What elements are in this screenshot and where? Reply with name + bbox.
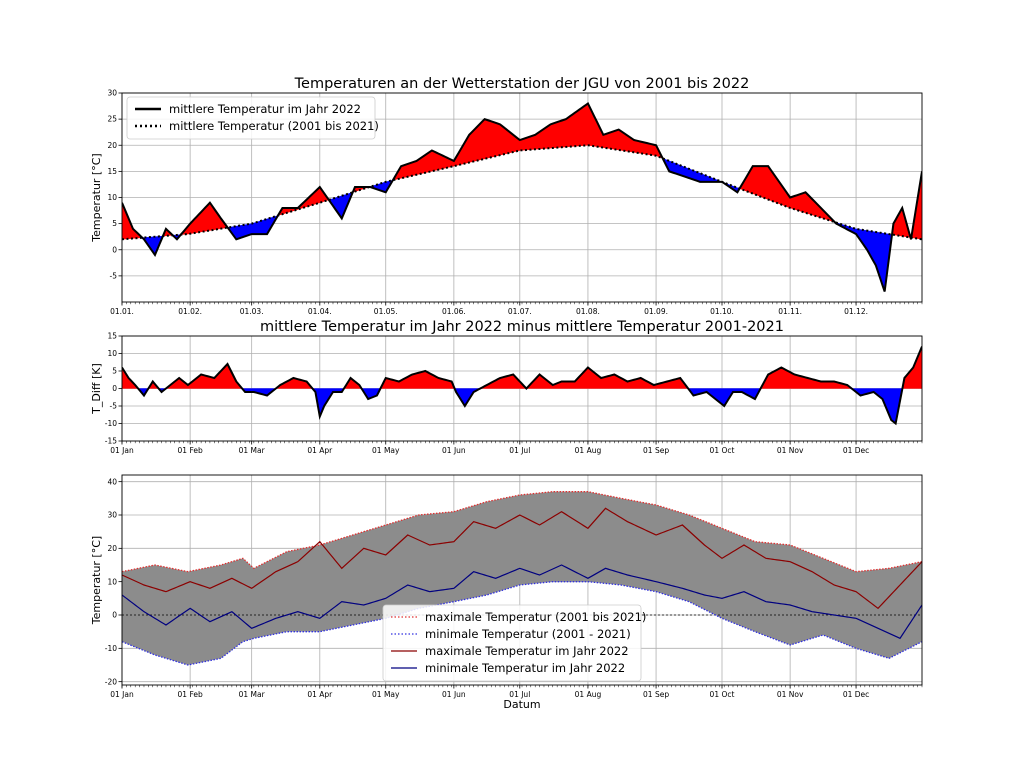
y-tick-label: 20 <box>107 141 117 150</box>
y-tick-label: -10 <box>105 644 117 653</box>
x-tick-label: 01 Oct <box>710 446 735 455</box>
x-tick-label: 01.03. <box>240 307 264 316</box>
x-tick-label: 01 Jan <box>110 690 134 699</box>
y-tick-label: -20 <box>105 677 117 686</box>
y-tick-label: -5 <box>110 271 118 280</box>
y-tick-label: 5 <box>112 367 117 376</box>
x-tick-label: 01 Sep <box>643 690 669 699</box>
y-tick-label: 40 <box>107 477 117 486</box>
panel-temperature-difference: 01 Jan 01 Feb 01 Mar 01 Apr 01 May 01 Jun 01 J… <box>90 319 923 455</box>
series-line-2 <box>122 507 922 610</box>
legend-box <box>126 96 376 140</box>
legend-label: minimale Temperatur im Jahr 2022 <box>425 661 625 675</box>
y-tick-label: 15 <box>107 167 117 176</box>
x-tick-label: 01 Apr <box>307 690 333 699</box>
y-tick-label: 0 <box>112 384 117 393</box>
y-tick-label: 25 <box>107 115 117 124</box>
legend-label: minimale Temperatur (2001 - 2021) <box>425 627 631 641</box>
x-tick-label: 01 Aug <box>575 446 602 455</box>
x-tick-label: 01.12. <box>844 307 868 316</box>
x-tick-label: 01 Jun <box>442 690 466 699</box>
x-tick-label: 01.09. <box>644 307 668 316</box>
x-tick-label: 01.06. <box>442 307 466 316</box>
x-tick-label: 01 Feb <box>178 446 203 455</box>
x-tick-label: 01 Dec <box>843 446 869 455</box>
chart-title: Temperaturen an der Wetterstation der JG… <box>294 76 750 92</box>
x-tick-label: 01 Sep <box>643 446 669 455</box>
y-tick-label: 10 <box>107 193 117 202</box>
plot-content <box>122 101 922 292</box>
y-tick-label: 10 <box>107 349 117 358</box>
legend-label: maximale Temperatur (2001 bis 2021) <box>425 610 646 624</box>
x-tick-label: 01.04. <box>308 307 332 316</box>
x-tick-label: 01 Aug <box>575 690 602 699</box>
x-tick-label: 01 Mar <box>239 446 266 455</box>
series-line-2022 <box>122 101 922 292</box>
y-tick-label: 20 <box>107 544 117 553</box>
x-tick-label: 01 May <box>372 446 400 455</box>
x-tick-label: 01 Jun <box>442 446 466 455</box>
series-line-0 <box>122 491 922 573</box>
legend-label: mittlere Temperatur im Jahr 2022 <box>169 102 361 116</box>
range-band <box>122 491 922 665</box>
y-tick-label: 0 <box>112 611 117 620</box>
x-tick-label: 01.01. <box>110 307 134 316</box>
x-tick-label: 01 Feb <box>178 690 203 699</box>
plot-content <box>122 346 922 426</box>
y-tick-label: 0 <box>112 245 117 254</box>
x-tick-label: 01 Mar <box>239 690 266 699</box>
y-tick-label: 30 <box>107 89 117 98</box>
legend-label: maximale Temperatur im Jahr 2022 <box>425 644 629 658</box>
y-tick-label: -5 <box>110 402 118 411</box>
y-tick-label: 30 <box>107 511 117 520</box>
x-tick-label: 01.10. <box>710 307 734 316</box>
x-tick-label: 01 Nov <box>777 446 804 455</box>
legend-label: mittlere Temperatur (2001 bis 2021) <box>169 119 379 133</box>
chart-title: mittlere Temperatur im Jahr 2022 minus m… <box>260 319 784 335</box>
x-tick-label: 01 Jan <box>110 446 134 455</box>
y-axis-label: Temperatur [°C] <box>90 153 103 242</box>
plot-content <box>122 491 922 666</box>
y-tick-label: -15 <box>105 437 117 446</box>
x-axis-label: Datum <box>503 698 540 711</box>
y-tick-label: -10 <box>105 419 117 428</box>
x-tick-label: 01 Jul <box>509 446 530 455</box>
x-tick-label: 01.05. <box>374 307 398 316</box>
x-tick-label: 01.11. <box>778 307 802 316</box>
panel-min-max-temperatures: 01 Jan 01 Feb 01 Mar 01 Apr 01 May 01 Jun 01 J… <box>90 474 923 711</box>
series-line-difference <box>122 346 922 426</box>
series-line-average <box>122 144 922 241</box>
x-tick-label: 01 Dec <box>843 690 869 699</box>
y-tick-label: 5 <box>112 219 117 228</box>
x-tick-label: 01 Jul <box>509 690 530 699</box>
x-tick-label: 01.02. <box>178 307 202 316</box>
y-axis-label: Temperatur [°C] <box>90 536 103 625</box>
x-tick-label: 01.07. <box>508 307 532 316</box>
x-tick-label: 01 Nov <box>777 690 804 699</box>
panel-top-temperatures: 01.01. 01.02. 01.03. 01.04. 01.05. 01.06. 01.0… <box>90 76 923 316</box>
y-tick-label: 15 <box>107 332 117 341</box>
y-tick-label: 10 <box>107 577 117 586</box>
x-tick-label: 01 Apr <box>307 446 333 455</box>
x-tick-label: 01 Oct <box>710 690 735 699</box>
series-line-3 <box>122 564 922 640</box>
x-tick-label: 01.08. <box>576 307 600 316</box>
y-axis-label: T_Diff [K] <box>90 363 103 415</box>
legend-box <box>382 604 642 682</box>
x-tick-label: 01 May <box>372 690 400 699</box>
series-line-1 <box>122 581 922 666</box>
